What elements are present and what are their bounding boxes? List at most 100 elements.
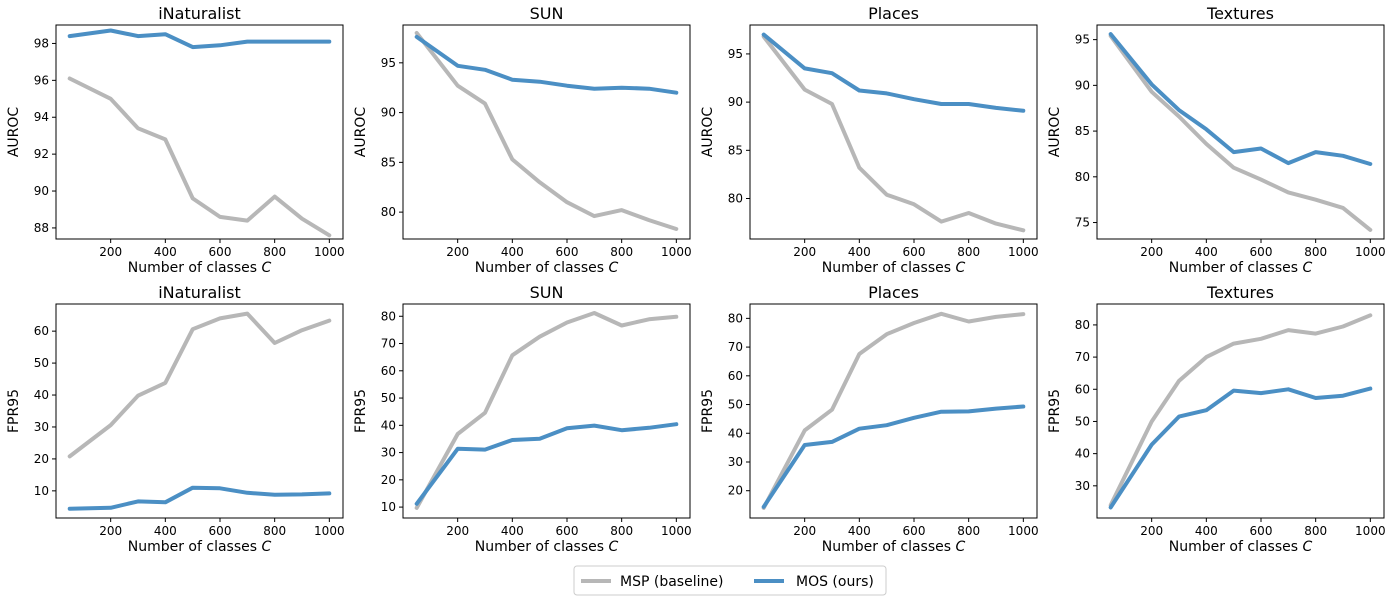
series-line-mos [414, 422, 679, 506]
y-tick-label: 40 [728, 426, 743, 440]
y-axis-label: FPR95 [6, 389, 22, 433]
y-axis-label: AUROC [353, 107, 369, 158]
x-tick-label: 600 [903, 524, 926, 538]
subplot-1: 200 400 600 800 1000 88 90 92 94 96 98 iNaturalist N… [6, 4, 345, 276]
x-tick-label: 1000 [1355, 524, 1386, 538]
y-tick-label: 50 [1075, 414, 1090, 428]
subplot-title: SUN [530, 4, 564, 23]
y-tick-label: 80 [728, 311, 743, 325]
axes-frame [1096, 24, 1385, 240]
x-tick-label: 1000 [661, 524, 692, 538]
x-tick-label: 400 [501, 245, 524, 259]
x-tick-label: 1000 [661, 245, 692, 259]
x-axis-label: Number of classes C [475, 260, 619, 276]
y-tick-label: 95 [1075, 33, 1090, 47]
y-axis-label: FPR95 [700, 389, 716, 433]
y-tick-label: 60 [728, 369, 743, 383]
series-line-msp [67, 311, 332, 459]
subplot-2: 200 400 600 800 1000 80 85 90 95 SUN Number of cla… [353, 4, 692, 276]
axes-frame [55, 303, 344, 519]
x-tick-label: 800 [610, 245, 633, 259]
x-tick-label: 800 [957, 524, 980, 538]
series-line-msp [414, 31, 679, 231]
series-line-msp [1108, 34, 1373, 232]
x-tick-label: 800 [957, 245, 980, 259]
x-tick-label: 200 [793, 245, 816, 259]
y-tick-label: 80 [1075, 318, 1090, 332]
x-tick-label: 400 [1195, 245, 1218, 259]
x-tick-label: 800 [1304, 524, 1327, 538]
x-tick-label: 200 [1140, 524, 1163, 538]
y-tick-label: 70 [1075, 350, 1090, 364]
x-tick-label: 600 [1250, 245, 1273, 259]
subplot-4: 200 400 600 800 1000 75 80 85 90 95 Textures Number… [1047, 4, 1386, 276]
subplot-title: Places [868, 283, 919, 302]
subplot-8: 200 400 600 800 1000 30 40 50 60 70 80 Textures Numb… [1047, 283, 1386, 555]
x-tick-label: 400 [501, 524, 524, 538]
y-tick-label: 80 [728, 192, 743, 206]
y-tick-label: 40 [1075, 447, 1090, 461]
x-tick-label: 600 [556, 245, 579, 259]
y-tick-label: 80 [1075, 170, 1090, 184]
x-tick-label: 400 [848, 245, 871, 259]
axes-frame [749, 303, 1038, 519]
x-tick-label: 200 [793, 524, 816, 538]
y-tick-label: 80 [381, 309, 396, 323]
y-tick-label: 20 [34, 452, 49, 466]
axes-frame [749, 24, 1038, 240]
y-tick-label: 20 [728, 484, 743, 498]
y-tick-label: 75 [1075, 216, 1090, 230]
x-axis-label: Number of classes C [1169, 539, 1313, 555]
x-tick-label: 200 [446, 524, 469, 538]
y-tick-label: 10 [34, 484, 49, 498]
y-tick-label: 30 [1075, 479, 1090, 493]
subplot-5: 200 400 600 800 1000 10 20 30 40 50 60 iNaturalist N… [6, 283, 345, 555]
y-axis-label: AUROC [1047, 107, 1063, 158]
x-axis-label: Number of classes C [128, 260, 272, 276]
y-tick-label: 98 [34, 36, 49, 50]
axes-frame [402, 24, 691, 240]
y-tick-label: 88 [34, 221, 49, 235]
series-line-msp [1108, 313, 1373, 508]
y-tick-label: 40 [381, 418, 396, 432]
y-axis-label: AUROC [6, 107, 22, 158]
y-tick-label: 80 [381, 205, 396, 219]
y-tick-label: 30 [728, 455, 743, 469]
series-line-msp [761, 311, 1026, 510]
y-tick-label: 60 [34, 324, 49, 338]
y-tick-label: 90 [728, 95, 743, 109]
series-line-mos [414, 34, 679, 95]
x-tick-label: 1000 [314, 524, 345, 538]
x-tick-label: 800 [263, 524, 286, 538]
x-tick-label: 400 [154, 524, 177, 538]
y-tick-label: 96 [34, 73, 49, 87]
x-tick-label: 1000 [1008, 524, 1039, 538]
y-axis-label: AUROC [700, 107, 716, 158]
legend-box [573, 565, 887, 596]
subplot-title: Places [868, 4, 919, 23]
y-tick-label: 50 [34, 356, 49, 370]
subplot-title: Textures [1206, 283, 1274, 302]
series-line-mos [761, 404, 1026, 509]
subplot-3: 200 400 600 800 1000 80 85 90 95 Places Number of … [700, 4, 1039, 276]
x-axis-label: Number of classes C [128, 539, 272, 555]
subplot-7: 200 400 600 800 1000 20 30 40 50 60 70 80 Places Numb… [700, 283, 1039, 555]
series-line-mos [67, 28, 332, 50]
y-tick-label: 70 [381, 337, 396, 351]
legend-label-msp: MSP (baseline) [620, 574, 723, 590]
y-tick-label: 95 [728, 47, 743, 61]
series-line-mos [1108, 386, 1373, 510]
x-axis-label: Number of classes C [1169, 260, 1313, 276]
x-tick-label: 1000 [1008, 245, 1039, 259]
x-tick-label: 800 [1304, 245, 1327, 259]
y-tick-label: 70 [728, 340, 743, 354]
axes-frame [1096, 303, 1385, 519]
series-line-mos [67, 485, 332, 511]
x-tick-label: 200 [99, 524, 122, 538]
x-tick-label: 1000 [1355, 245, 1386, 259]
subplot-6: 200 400 600 800 1000 10 20 30 40 50 60 70 80 SUN Numbe… [353, 283, 692, 555]
x-axis-label: Number of classes C [822, 539, 966, 555]
y-tick-label: 50 [728, 398, 743, 412]
subplot-title: Textures [1206, 4, 1274, 23]
